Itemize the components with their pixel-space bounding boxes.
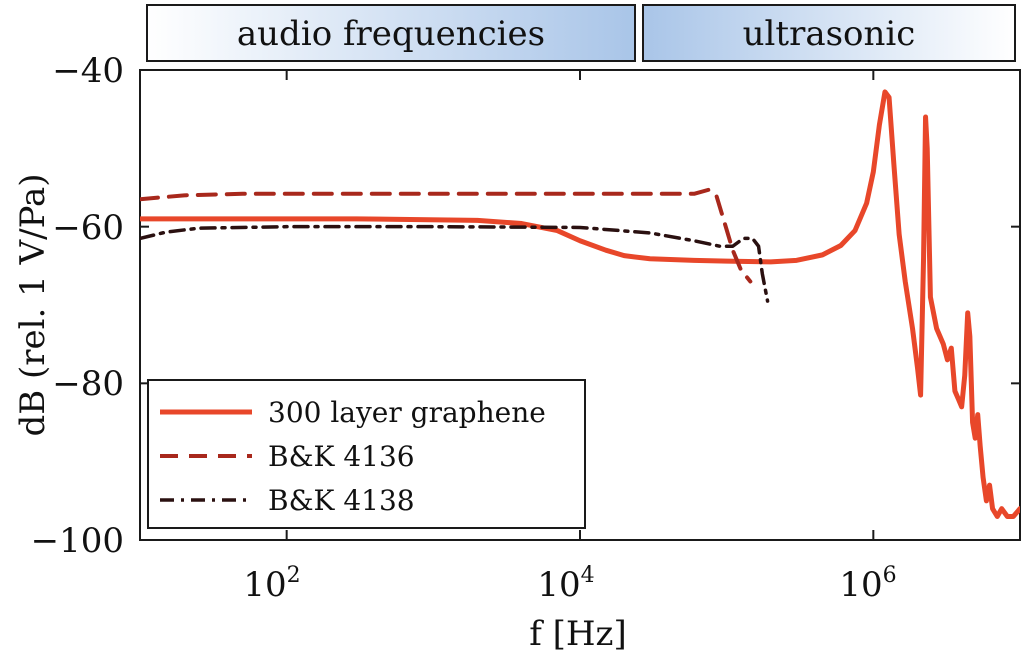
band-box-audio	[146, 4, 636, 62]
x-tick-label-10e6: 106	[839, 563, 896, 605]
legend-label-graphene: 300 layer graphene	[268, 396, 546, 429]
y-tick-labels: −40 −60 −80 −100	[31, 51, 124, 561]
axis-ticks	[140, 69, 1020, 541]
y-tick-label-minus-80: −80	[52, 364, 124, 404]
x-tick-label-10e2: 102	[243, 563, 300, 605]
band-label-ultrasonic: ultrasonic	[743, 14, 916, 54]
x-tick-labels: 102 104 106	[243, 563, 896, 605]
series-line-1	[140, 187, 753, 284]
x-axis-label: f [Hz]	[529, 614, 626, 654]
frequency-bands: audio frequencies ultrasonic	[146, 4, 1016, 62]
series-layer	[140, 89, 1020, 519]
legend: 300 layer graphene B&K 4136 B&K 4138	[147, 379, 586, 529]
band-box-ultrasonic	[642, 4, 1016, 62]
y-tick-label-minus-60: −60	[52, 208, 124, 248]
y-tick-label-minus-40: −40	[52, 51, 124, 91]
series-line-2	[140, 224, 770, 303]
series-line-0	[140, 89, 1020, 519]
x-tick-label-10e4: 104	[537, 563, 594, 605]
legend-label-bk4136: B&K 4136	[268, 440, 415, 473]
y-axis-label: dB (rel. 1 V/Pa)	[13, 173, 53, 436]
band-label-audio: audio frequencies	[237, 14, 545, 54]
legend-label-bk4138: B&K 4138	[268, 484, 415, 517]
y-tick-label-minus-100: −100	[31, 521, 124, 561]
